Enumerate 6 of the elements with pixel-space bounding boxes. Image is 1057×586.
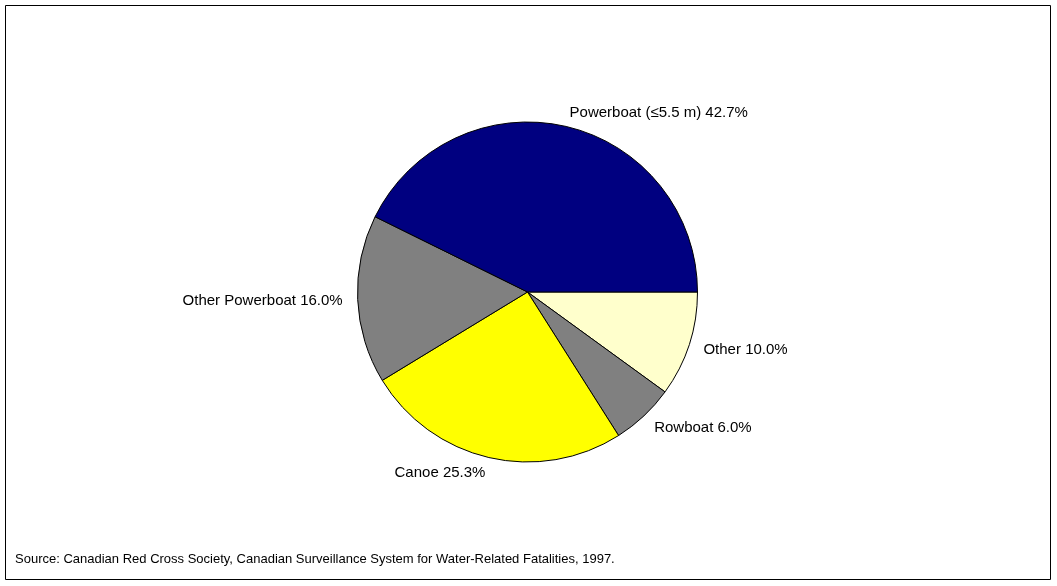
slice-label: Other Powerboat 16.0% xyxy=(182,291,343,309)
slice-label: Other 10.0% xyxy=(703,340,788,358)
source-note: Source: Canadian Red Cross Society, Canadian Surveillance System for Water-Related Fatalities, 1997. xyxy=(15,551,615,566)
slice-label: Powerboat (≤5.5 m) 42.7% xyxy=(569,102,748,120)
slice-label: Rowboat 6.0% xyxy=(654,417,752,435)
slice-label: Canoe 25.3% xyxy=(394,463,486,481)
